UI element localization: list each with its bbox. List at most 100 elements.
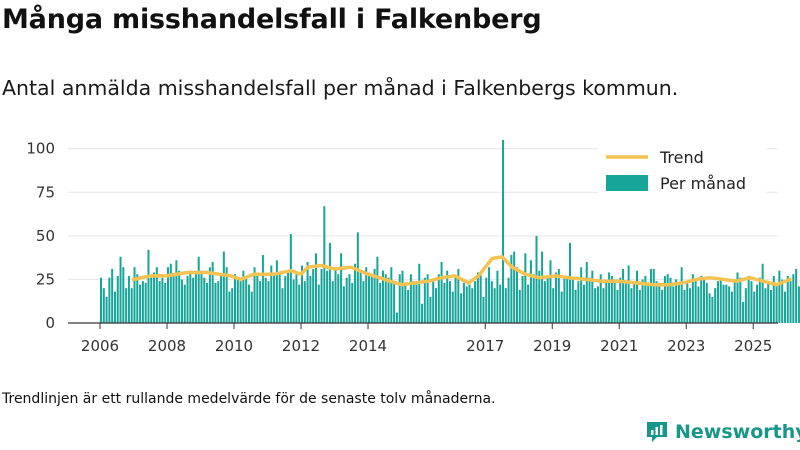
bar (705, 282, 708, 323)
bar (627, 265, 630, 323)
bar (610, 275, 613, 323)
bar (524, 253, 527, 323)
bar (719, 277, 722, 323)
y-axis: 0 25 50 75 100 (26, 140, 55, 332)
bar (638, 289, 641, 323)
bar (747, 275, 750, 323)
bar (499, 284, 502, 323)
bar (775, 284, 778, 323)
bar (169, 263, 172, 323)
bar (150, 277, 153, 323)
chart-subtitle: Antal anmälda misshandelsfall per månad … (2, 76, 679, 100)
bar (208, 267, 211, 323)
bar (259, 281, 262, 323)
bar (387, 277, 390, 323)
bar (515, 267, 518, 323)
bar (535, 235, 538, 323)
bar (351, 282, 354, 323)
bar (496, 270, 499, 323)
bar (451, 291, 454, 323)
bar (636, 270, 639, 323)
bar (700, 275, 703, 323)
bar (619, 277, 622, 323)
bar (655, 281, 658, 323)
bar (211, 262, 214, 323)
bar (161, 277, 164, 323)
bar (672, 286, 675, 323)
bar (781, 279, 784, 323)
x-tick-label: 2023 (667, 337, 705, 355)
brand-logo[interactable]: Newsworthy (645, 420, 800, 444)
bar (633, 281, 636, 323)
bar (122, 267, 125, 323)
bar (368, 272, 371, 323)
bar (164, 282, 167, 323)
bar (446, 270, 449, 323)
bar (278, 272, 281, 323)
bar (580, 267, 583, 323)
bar (543, 281, 546, 323)
bar (440, 262, 443, 323)
bar (295, 274, 298, 323)
bar (203, 277, 206, 323)
bar (287, 270, 290, 323)
x-tick-label: 2006 (81, 337, 119, 355)
bar (340, 253, 343, 323)
bar (756, 284, 759, 323)
bar (557, 268, 560, 323)
bar (435, 288, 438, 323)
bar (298, 284, 301, 323)
x-tick-label: 2008 (148, 337, 186, 355)
y-tick-label: 25 (36, 270, 55, 288)
y-tick-label: 100 (26, 140, 55, 158)
x-tick-label: 2025 (734, 337, 772, 355)
bar (686, 281, 689, 323)
bar (228, 291, 231, 323)
bar (264, 277, 267, 323)
bar (326, 270, 329, 323)
bar (471, 288, 474, 323)
bar (373, 268, 376, 323)
bar (306, 262, 309, 323)
bar (683, 289, 686, 323)
bar-series (100, 140, 800, 323)
bar (753, 291, 756, 323)
footnote: Trendlinjen är ett rullande medelvärde f… (2, 391, 496, 407)
bar (457, 268, 460, 323)
bar (764, 288, 767, 323)
bar (758, 277, 761, 323)
bar (113, 291, 116, 323)
y-tick-label: 75 (36, 183, 55, 201)
bar (409, 274, 412, 323)
bar (599, 274, 602, 323)
bar (739, 277, 742, 323)
bar (529, 260, 532, 323)
bar (566, 277, 569, 323)
bar (465, 286, 468, 323)
bar (423, 277, 426, 323)
bar (289, 234, 292, 323)
bar (532, 274, 535, 323)
bar (504, 288, 507, 323)
newsworthy-icon (647, 422, 667, 442)
bar (108, 277, 111, 323)
bar (270, 265, 273, 323)
bar (730, 291, 733, 323)
chart-title: Många misshandelsfall i Falkenberg (2, 4, 542, 35)
bar (677, 284, 680, 323)
bar (393, 281, 396, 323)
bar (359, 270, 362, 323)
bar (596, 286, 599, 323)
bar (658, 282, 661, 323)
bar (395, 312, 398, 323)
bar (725, 284, 728, 323)
bar (616, 289, 619, 323)
bar (102, 288, 105, 323)
bar (225, 267, 228, 323)
x-axis: 2006 2008 2010 2012 2014 2017 2019 2021 2023 2025 (81, 323, 772, 355)
bar (574, 289, 577, 323)
bar (644, 275, 647, 323)
bar (100, 277, 103, 323)
bar (728, 286, 731, 323)
